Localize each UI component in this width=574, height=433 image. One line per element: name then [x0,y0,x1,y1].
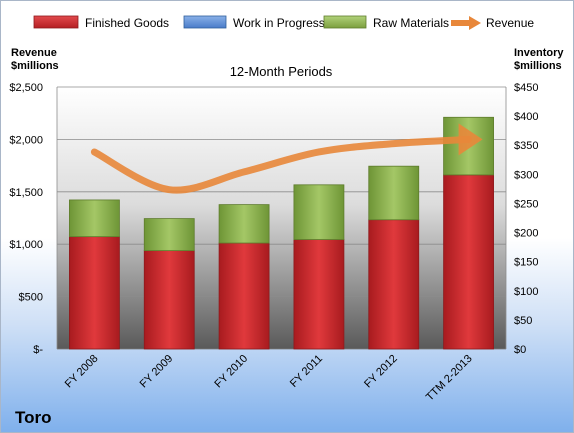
legend-swatch-work-in-progress [183,15,227,29]
bar-raw-materials [293,184,345,240]
left-tick-label: $- [33,344,43,356]
x-tick-label: TTM 2-2013 [424,353,475,404]
left-tick-label: $2,000 [9,134,43,146]
bars [69,116,494,350]
revenue-line [90,123,483,194]
right-tick-label: $250 [514,198,538,210]
right-tick-label: $450 [514,82,538,94]
chart-title: 12-Month Periods [230,64,333,79]
right-axis-title-line2: $millions [514,60,562,72]
legend-arrow-revenue-icon [469,16,481,30]
bar-finished-goods [443,174,494,350]
bar-finished-goods [368,219,420,350]
x-tick-label: FY 2010 [212,353,250,391]
legend-item-work-in-progress: Work in Progress [183,15,325,30]
right-tick-label: $400 [514,111,538,123]
left-tick-label: $1,000 [9,239,43,251]
left-tick-label: $1,500 [9,187,43,199]
x-tick-label: FY 2008 [63,353,101,391]
left-tick-label: $500 [19,292,43,304]
legend-item-revenue: Revenue [451,16,534,30]
x-axis-ticks: FY 2008 FY 2009 FY 2010 FY 2011 FY 2012 TTM 2… [63,353,475,404]
legend-swatch-raw-materials [323,15,367,29]
company-label: Toro [15,408,52,427]
x-tick-label: FY 2009 [138,353,176,391]
right-axis-ticks: $0 $50 $100 $150 $200 $250 $300 $350 $400 $450 [514,82,538,356]
bar-finished-goods [143,250,195,350]
left-axis-title-line1: Revenue [11,47,57,59]
right-tick-label: $100 [514,286,538,298]
legend-label-raw-materials: Raw Materials [373,16,449,30]
legend-label-revenue: Revenue [486,16,534,30]
right-tick-label: $300 [514,169,538,181]
legend-item-finished-goods: Finished Goods [33,15,169,30]
right-axis-title-line1: Inventory [514,47,564,59]
x-tick-label: FY 2011 [288,353,325,390]
bar-raw-materials [69,199,120,238]
legend-item-raw-materials: Raw Materials [323,15,449,30]
left-axis-ticks: $- $500 $1,000 $1,500 $2,000 $2,500 [9,82,43,356]
plot-area [57,87,506,349]
right-tick-label: $50 [514,315,532,327]
bar-finished-goods [69,236,120,350]
bar-finished-goods [218,242,270,350]
left-tick-label: $2,500 [9,82,43,94]
right-tick-label: $200 [514,228,538,240]
revenue-arrow-icon [458,123,483,156]
legend-swatch-finished-goods [33,15,79,29]
x-tick-label: FY 2012 [362,353,400,391]
legend: Finished Goods Work in Progress Raw Mate… [33,15,534,30]
bar-finished-goods [293,239,345,350]
bar-raw-materials [218,204,270,244]
bar-raw-materials [143,218,195,252]
bar-raw-materials [368,165,420,221]
legend-label-finished-goods: Finished Goods [85,16,169,30]
right-tick-label: $0 [514,344,526,356]
left-axis-title-line2: $millions [11,60,59,72]
right-tick-label: $350 [514,140,538,152]
right-tick-label: $150 [514,257,538,269]
revenue-line-path [90,135,473,194]
legend-label-work-in-progress: Work in Progress [233,16,325,30]
gridlines [56,86,507,350]
